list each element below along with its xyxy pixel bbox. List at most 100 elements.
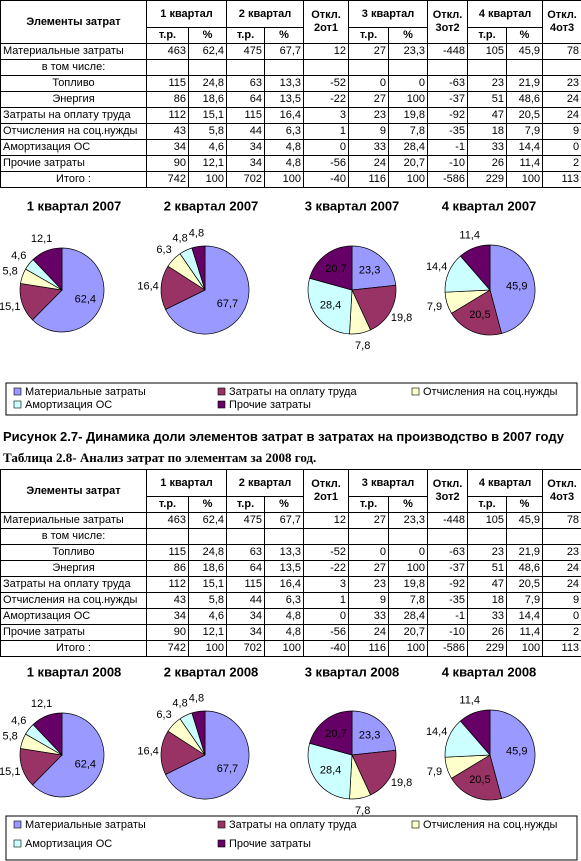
table-cell: 7,9 (506, 123, 544, 140)
slice-label: 4,8 (189, 228, 204, 240)
legend-swatch (217, 839, 226, 848)
table-cell: Отчисления на соц.нужды (0, 592, 147, 609)
table-cell: 475 (226, 512, 266, 529)
slice-label: 67,7 (217, 298, 238, 310)
table-cell: в том числе: (0, 59, 147, 76)
slice-label: 7,9 (427, 766, 442, 778)
slice-label: 4,8 (189, 693, 204, 705)
header-cell: % (187, 27, 228, 44)
slice-label: 23,3 (359, 729, 380, 741)
slice-label: 7,8 (355, 805, 370, 817)
table-cell (303, 59, 350, 76)
table-cell: 3 (303, 576, 350, 593)
slice-label: 28,4 (320, 764, 341, 776)
table-row: Итого :742 100 702 100 -40 116 100 -586 229 100 11… (0, 640, 581, 657)
table-cell: 33 (467, 608, 508, 625)
table-cell (146, 528, 189, 545)
pie-slice (309, 245, 353, 291)
table-cell: 742 (146, 171, 189, 188)
table-cell: Итого : (0, 171, 147, 188)
legend-swatch (217, 387, 226, 396)
slice-label: 7,8 (355, 340, 370, 352)
header-row: Элементы затрат 1 квартал 2 квартал Откл. 2… (0, 469, 581, 513)
table-cell: 14,4 (506, 608, 544, 625)
table-cell: 45,9 (506, 43, 544, 60)
header-cell: т.р. (146, 496, 189, 513)
table-cell (427, 59, 469, 76)
header-cell: Элементы затрат (0, 0, 147, 44)
header-cell: Откл. 2от1 (303, 469, 350, 513)
table-cell (348, 59, 390, 76)
table-row: Материальные затраты 463 62,4 475 67,7 12 27 23… (0, 512, 581, 529)
table-cell: 14,4 (506, 139, 544, 156)
table-cell: 229 (467, 171, 508, 188)
table-cell: 23,3 (388, 43, 429, 60)
table-cell: -586 (427, 171, 469, 188)
table-cell: 100 (506, 171, 544, 188)
table-cell (303, 528, 350, 545)
table-cell: Материальные затраты (0, 43, 147, 60)
pie-slice (165, 245, 250, 335)
table-row: Энергия 86 18,6 64 13,5 -22 27 100 -37 51 48,6 24 (0, 560, 581, 577)
table-cell: 20,5 (506, 576, 544, 593)
legend-label: Прочие затраты (229, 399, 311, 411)
slice-label: 12,1 (31, 698, 52, 710)
table-row: в том числе: (0, 528, 581, 545)
header-cell: т.р. (146, 27, 189, 44)
header-cell: 4 квартал (467, 0, 544, 28)
table-cell: 51 (467, 91, 508, 108)
table-cell: 78 (542, 512, 581, 529)
table-cell (187, 528, 228, 545)
slice-label: 45,9 (506, 280, 527, 292)
table-cell: 112 (146, 107, 189, 124)
slice-label: 67,7 (217, 763, 238, 775)
table-cell: 0 (388, 544, 429, 561)
header-cell: 3 квартал (348, 0, 429, 28)
table-cell: 24 (542, 560, 581, 577)
header-cell: % (187, 496, 228, 513)
figure-1: 1 квартал 2007 62,4 15,1 5,8 4,6 12,1 2 кварта… (0, 198, 578, 416)
table-cell: 18,6 (187, 91, 228, 108)
legend-label: Отчисления на соц.нужды (423, 386, 558, 398)
table-cell: Прочие затраты (0, 155, 147, 172)
header-cell: т.р. (467, 496, 508, 513)
table-cell: -56 (303, 624, 350, 641)
table-cell: Амортизация ОС (0, 608, 147, 625)
table-cell: 48,6 (506, 560, 544, 577)
table-cell: -37 (427, 560, 469, 577)
slice-label: 14,4 (426, 726, 447, 738)
slice-label: 62,4 (75, 293, 96, 305)
table-cell: -22 (303, 560, 350, 577)
table-cell: -40 (303, 640, 350, 657)
slice-label: 7,9 (427, 301, 442, 313)
table-cell: -448 (427, 512, 469, 529)
pie-slice (459, 244, 491, 291)
pie-slice (31, 712, 105, 798)
table-cell: Затраты на оплату труда (0, 107, 147, 124)
table-cell (388, 528, 429, 545)
table-cell: 4,6 (187, 608, 228, 625)
table-cell: -56 (303, 155, 350, 172)
table-cell: 67,7 (264, 512, 305, 529)
table-cell: 100 (187, 640, 228, 657)
header-cell: т.р. (226, 27, 266, 44)
legend-box (5, 815, 578, 861)
header-cell: т.р. (467, 27, 508, 44)
table-cell: 463 (146, 43, 189, 60)
chart-title: 3 квартал 2007 (305, 198, 400, 213)
legend-label: Прочие затраты (229, 838, 311, 850)
chart-title: 4 квартал 2008 (442, 664, 537, 679)
slice-label: 19,8 (391, 312, 412, 324)
header-cell: т.р. (348, 27, 390, 44)
header-cell: 4 квартал (467, 469, 544, 497)
table-cell: 23 (542, 75, 581, 92)
table-cell: -63 (427, 75, 469, 92)
legend-swatch (411, 820, 420, 829)
pie-slice (309, 710, 353, 756)
table-row: Затраты на оплату труда 112 15,1 115 16,4 3 23… (0, 576, 581, 593)
slice-label: 6,3 (156, 244, 171, 256)
table-cell (264, 528, 305, 545)
table-cell: 115 (226, 107, 266, 124)
table-cell: 2 (542, 155, 581, 172)
